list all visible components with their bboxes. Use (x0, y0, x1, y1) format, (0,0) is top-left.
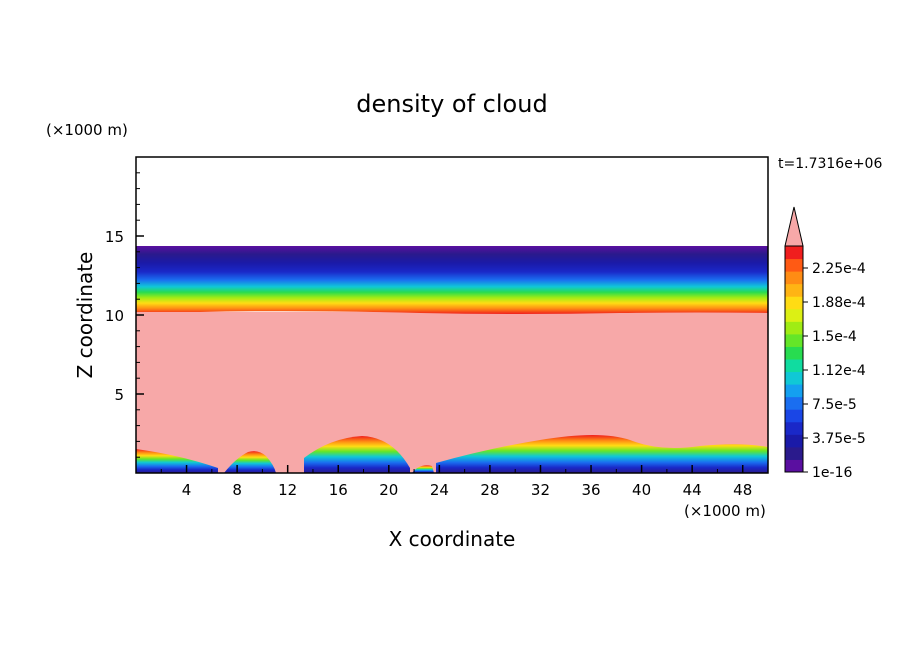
x-tick-label: 44 (683, 481, 702, 499)
colorbar-label: 3.75e-5 (812, 431, 866, 447)
x-tick-label: 8 (232, 481, 242, 499)
saturated-core-region (136, 312, 768, 473)
x-tick-label: 32 (531, 481, 550, 499)
colorbar-cell (785, 409, 803, 423)
x-tick-label: 16 (329, 481, 348, 499)
surface-bump-37km (436, 435, 768, 473)
colorbar-label: 1.88e-4 (812, 295, 866, 311)
colorbar-frame (784, 245, 804, 473)
x-axis-title: X coordinate (389, 527, 516, 551)
colorbar-label: 1e-16 (812, 465, 852, 481)
x-tick-label: 28 (480, 481, 499, 499)
colorbar-label: 7.5e-5 (812, 397, 857, 413)
surface-bump-18km (304, 436, 410, 473)
x-axis: 4 8 12 16 20 24 28 32 36 40 44 48 (160, 465, 752, 499)
colorbar-cell (785, 321, 803, 335)
colorbar-cell (785, 459, 803, 473)
colorbar-cell (785, 421, 803, 435)
colorbar-cell (785, 333, 803, 347)
y-tick-label: 5 (114, 386, 124, 404)
colorbar-label: 1.5e-4 (812, 329, 857, 345)
colorbar-cell (785, 371, 803, 385)
y-tick-label: 15 (105, 228, 124, 246)
upper-density-band (136, 246, 768, 314)
colorbar-cell (785, 258, 803, 272)
colorbar-cell (785, 446, 803, 460)
plot-area (136, 157, 768, 473)
chart-title: density of cloud (356, 90, 547, 118)
colorbar-cell (785, 359, 803, 373)
colorbar-cell (785, 246, 803, 260)
x-tick-label: 48 (733, 481, 752, 499)
colorbar-cell (785, 346, 803, 360)
surface-left-ramp (136, 449, 218, 473)
colorbar-cell (785, 396, 803, 410)
x-tick-label: 36 (581, 481, 600, 499)
colorbar-cell (785, 271, 803, 285)
y-tick-label: 10 (105, 307, 124, 325)
y-axis: 5 10 15 (105, 172, 144, 458)
x-tick-label: 20 (379, 481, 398, 499)
y-unit-label: (×1000 m) (46, 121, 128, 139)
y-axis-title: Z coordinate (73, 252, 97, 379)
colorbar-cell (785, 296, 803, 310)
colorbar-label: 2.25e-4 (812, 261, 866, 277)
x-tick-label: 24 (430, 481, 449, 499)
x-tick-label: 12 (278, 481, 297, 499)
colorbar-cell (785, 384, 803, 398)
colorbar-label: 1.12e-4 (812, 363, 866, 379)
surface-bump-22km (412, 465, 434, 473)
x-unit-label: (×1000 m) (684, 502, 766, 520)
colorbar-overflow-triangle (784, 206, 804, 247)
colorbar-cell (785, 308, 803, 322)
x-tick-label: 4 (182, 481, 192, 499)
colorbar-cell (785, 283, 803, 297)
colorbar-cell (785, 434, 803, 448)
colorbar: 2.25e-4 1.88e-4 1.5e-4 1.12e-4 7.5e-5 3.75e-5… (784, 206, 866, 481)
x-tick-label: 40 (632, 481, 651, 499)
time-label: t=1.7316e+06 (778, 156, 882, 172)
